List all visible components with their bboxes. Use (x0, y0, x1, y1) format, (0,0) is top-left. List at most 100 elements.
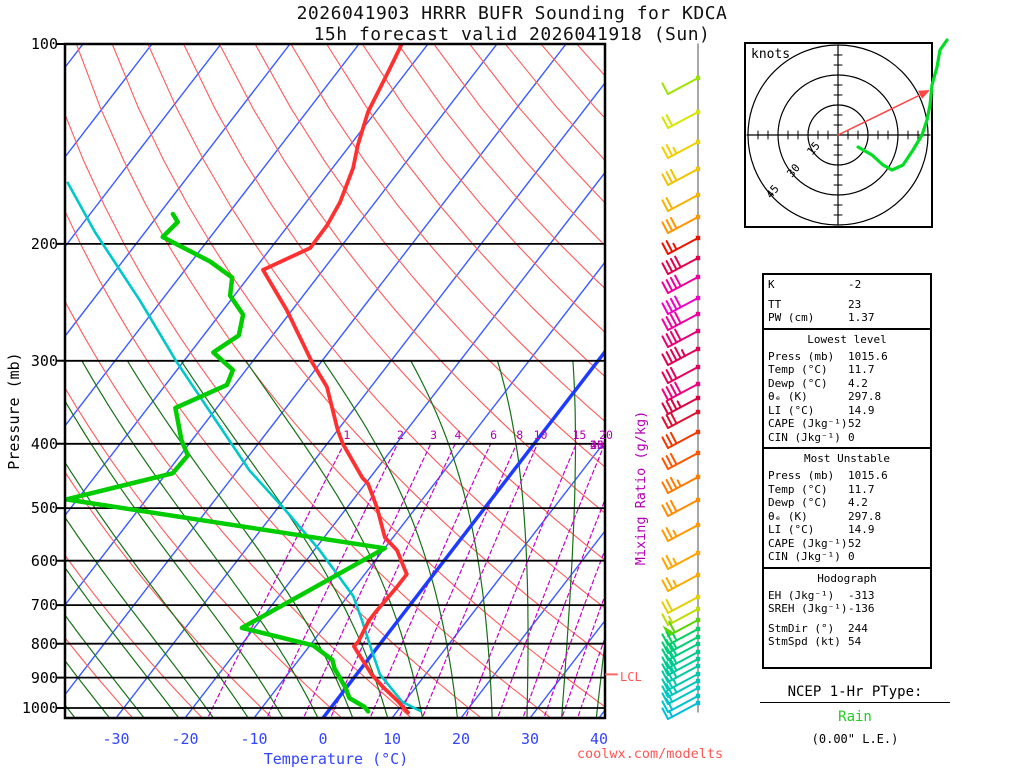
mixing-tick-2: 2 (397, 428, 404, 442)
temp-tick-20: 20 (451, 730, 471, 748)
table-row: StmSpd (kt) 54 (764, 635, 930, 649)
temp-tick-10: 10 (382, 730, 402, 748)
table-row: Temp (°C) 11.7 (764, 363, 930, 377)
row-value: 244 (848, 621, 868, 635)
row-label: Dewp (°C) (768, 376, 828, 390)
table-row: StmDir (°) 244 (764, 622, 930, 636)
mixing-tick-1: 1 (343, 428, 351, 442)
pressure-tick-900: 900 (30, 668, 58, 687)
indices-table: K -2 TT 23 PW (cm) 1.37 Lowest level Press (mb)… (762, 273, 932, 669)
table-row: CAPE (Jkg⁻¹) 52 (764, 537, 930, 551)
row-label: LI (°C) (768, 403, 815, 417)
table-row: EH (Jkg⁻¹) -313 (764, 589, 930, 603)
row-value: 1015.6 (848, 349, 888, 363)
row-label: θₑ (K) (768, 390, 808, 403)
row-value: 14.9 (848, 403, 875, 417)
row-value: 14.9 (848, 523, 875, 536)
temp-tick-40: 40 (589, 730, 609, 748)
row-value: 0 (848, 430, 855, 444)
section-title: Lowest level (807, 332, 887, 346)
table-row: TT 23 (764, 298, 930, 312)
table-row: CAPE (Jkg⁻¹) 52 (764, 417, 930, 431)
mixing-tick-15: 15 (572, 428, 587, 442)
row-label: LI (°C) (768, 523, 815, 536)
row-label: Temp (°C) (768, 482, 828, 496)
mixing-tick-40: 40 (590, 437, 604, 452)
row-value: 0 (848, 550, 855, 563)
table-row: θₑ (K) 297.8 (764, 510, 930, 524)
hodograph-units-label: knots (751, 47, 791, 62)
row-label: CAPE (Jkg⁻¹) (768, 417, 848, 430)
chart-title-line1: 2026041903 HRRR BUFR Sounding for KDCA (296, 3, 728, 24)
temp-tick--20: -20 (171, 730, 199, 748)
table-row: Dewp (°C) 4.2 (764, 496, 930, 510)
row-value: 54 (848, 635, 862, 648)
row-value: 4.2 (848, 496, 868, 509)
mixing-tick-4: 4 (454, 428, 462, 442)
temperature-axis-label: Temperature (°C) (263, 750, 409, 768)
section-title: Most Unstable (803, 452, 891, 465)
row-value: 52 (848, 536, 862, 550)
pressure-tick-100: 100 (30, 35, 58, 53)
table-row: Press (mb) 1015.6 (764, 350, 930, 364)
table-row: K -2 (764, 278, 930, 292)
section-title: Hodograph (817, 571, 877, 585)
row-label: K (768, 278, 775, 291)
mixing-tick-8: 8 (516, 428, 524, 442)
row-value: 297.8 (848, 509, 882, 523)
ptype-value: Rain (838, 709, 872, 725)
table-row: Dewp (°C) 4.2 (764, 377, 930, 391)
table-row: CIN (Jkg⁻¹) 0 (764, 550, 930, 564)
row-label: Press (mb) (768, 349, 835, 363)
pressure-tick-1000: 1000 (21, 699, 58, 717)
mixing-tick-10: 10 (533, 428, 548, 442)
table-row: Press (mb) 1015.6 (764, 469, 930, 483)
temp-tick-30: 30 (520, 730, 540, 748)
row-label: SREH (Jkg⁻¹) (768, 602, 848, 615)
table-row: LI (°C) 14.9 (764, 404, 930, 418)
mixing-tick-30: 30 (590, 437, 604, 452)
pressure-tick-600: 600 (30, 551, 58, 570)
row-label: CIN (Jkg⁻¹) (768, 550, 841, 563)
row-label: TT (768, 297, 782, 311)
pressure-tick-500: 500 (30, 499, 58, 518)
table-row: Temp (°C) 11.7 (764, 483, 930, 497)
row-value: 1015.6 (848, 469, 888, 482)
mixing-tick-25: 25 (590, 437, 604, 452)
table-row: PW (cm) 1.37 (764, 311, 930, 325)
row-value: 11.7 (848, 363, 875, 376)
row-value: -2 (848, 278, 862, 291)
row-label: CAPE (Jkg⁻¹) (768, 536, 848, 550)
section-lowest-level: Lowest level Press (mb) 1015.6 Temp (°C) 11.… (764, 327, 930, 448)
row-label: EH (Jkg⁻¹) (768, 588, 835, 602)
section-most-unstable: Most Unstable Press (mb) 1015.6 Temp (°C) 11… (764, 447, 930, 567)
mixing-tick-3: 3 (430, 428, 438, 442)
temp-tick-0: 0 (318, 730, 328, 748)
row-label: Press (mb) (768, 469, 835, 482)
table-row: θₑ (K) 297.8 (764, 390, 930, 404)
row-value: 1.37 (848, 311, 875, 324)
row-label: PW (cm) (768, 311, 815, 324)
row-value: -313 (848, 588, 875, 602)
table-row: LI (°C) 14.9 (764, 523, 930, 537)
row-label: Dewp (°C) (768, 496, 828, 509)
pressure-tick-400: 400 (30, 434, 58, 453)
pressure-tick-200: 200 (30, 234, 58, 253)
ptype-liquid-equivalent: (0.00" L.E.) (811, 732, 899, 746)
temp-tick--10: -10 (240, 730, 268, 748)
summary-section: K -2 TT 23 PW (cm) 1.37 (764, 275, 930, 328)
skewt-background (65, 44, 605, 718)
row-label: StmSpd (kt) (768, 635, 841, 648)
section-hodograph: Hodograph EH (Jkg⁻¹) -313 SREH (Jkg⁻¹) -136 S… (764, 566, 930, 652)
mixing-ratio-axis-label: Mixing Ratio (g/kg) (633, 410, 649, 566)
mixing-tick-35: 35 (590, 437, 604, 452)
lcl-label: LCL (620, 670, 642, 684)
row-value: 23 (848, 297, 862, 311)
row-value: 52 (848, 417, 862, 430)
row-value: 11.7 (848, 482, 875, 496)
row-value: -136 (848, 602, 875, 615)
pressure-tick-300: 300 (30, 351, 58, 370)
pressure-tick-700: 700 (30, 596, 58, 615)
